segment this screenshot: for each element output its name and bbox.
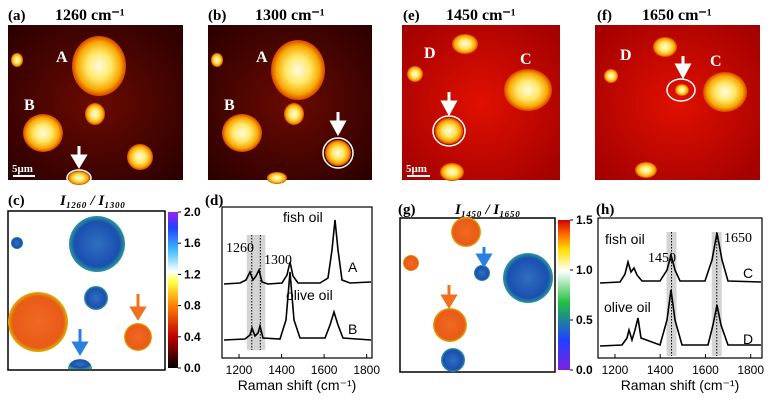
- colorbar-tick-label: 0.8: [184, 299, 201, 313]
- scale-bar: 5μm: [406, 163, 427, 175]
- colorbar-tick-label: 0.0: [576, 363, 593, 377]
- sample-label: A: [348, 259, 358, 275]
- x-tick-label: 1600: [692, 363, 719, 377]
- panel-label: (h): [596, 202, 614, 218]
- micrograph: [8, 25, 183, 187]
- peak-label: 1260: [226, 241, 254, 256]
- spectrum: [223, 219, 372, 285]
- plot-frame: [597, 217, 763, 359]
- micrograph: [595, 25, 760, 180]
- peak-bands: [246, 235, 266, 350]
- x-tick-label: 1800: [353, 363, 380, 377]
- droplet-label: B: [24, 97, 35, 114]
- sample-label: D: [743, 331, 753, 347]
- panel-title: I₁₂₆₀ / I₁₃₀₀: [59, 193, 125, 209]
- x-tick-label: 1400: [268, 363, 295, 377]
- panel-title: 1650 cm⁻¹: [642, 7, 712, 24]
- panel-label: (f): [597, 8, 612, 24]
- droplet-label: C: [520, 51, 532, 68]
- droplet-label: A: [56, 49, 68, 66]
- droplet-label: D: [620, 47, 632, 64]
- peak-label: 1650: [724, 231, 752, 246]
- colorbar-tick-label: 0.4: [184, 330, 201, 344]
- trace-name: fish oil: [283, 209, 323, 225]
- peak-band: [711, 232, 722, 356]
- x-axis-label: Raman shift (cm⁻¹): [621, 377, 740, 393]
- x-tick-label: 1200: [602, 363, 629, 377]
- colorbar-tick-label: 1.2: [184, 267, 201, 281]
- x-axis-label: Raman shift (cm⁻¹): [238, 377, 357, 393]
- panel-title: 1450 cm⁻¹: [446, 7, 516, 24]
- sample-label: B: [348, 321, 357, 337]
- x-tick-label: 1800: [737, 363, 764, 377]
- droplet-label: D: [424, 45, 436, 62]
- droplet-label: A: [256, 49, 268, 66]
- spectrum: [599, 289, 761, 347]
- droplet-label: B: [224, 97, 235, 114]
- micrograph: [402, 25, 560, 181]
- spectrum: [599, 232, 762, 284]
- colorbar-tick-label: 1.0: [576, 263, 593, 277]
- x-tick-label: 1400: [647, 363, 674, 377]
- panel-title: I₁₄₅₀ / I₁₆₅₀: [454, 202, 520, 218]
- ratio-map: [7, 210, 178, 371]
- scale-bar: 5μm: [12, 163, 33, 175]
- x-tick-label: 1200: [226, 363, 253, 377]
- colorbar-tick-label: 0.5: [576, 313, 593, 327]
- x-tick-label: 1600: [311, 363, 338, 377]
- colorbar-tick-label: 0.0: [184, 361, 201, 375]
- spectrum: [223, 271, 372, 341]
- plot-frame: [221, 206, 373, 359]
- colorbar-tick-label: 1.5: [576, 213, 593, 227]
- trace-name: fish oil: [605, 231, 645, 247]
- panel-label: (g): [398, 202, 416, 218]
- panel-label: (a): [8, 8, 26, 24]
- peak-label: 1300: [264, 253, 292, 268]
- panel-title: 1300 cm⁻¹: [255, 7, 325, 24]
- sample-label: C: [743, 265, 753, 281]
- panel-label: (e): [403, 8, 420, 24]
- trace-name: olive oil: [604, 299, 651, 315]
- ratio-map: [399, 217, 570, 373]
- panel-label: (b): [208, 8, 226, 24]
- colorbar-tick-label: 1.6: [184, 236, 201, 250]
- micrograph: [208, 25, 372, 184]
- trace-name: olive oil: [286, 287, 333, 303]
- colorbar-tick-label: 2.0: [184, 205, 201, 219]
- peak-label: 1450: [648, 251, 676, 266]
- panel-title: 1260 cm⁻¹: [55, 7, 125, 24]
- panel-label: (c): [8, 193, 25, 209]
- panel-label: (d): [205, 193, 223, 209]
- droplet-label: C: [710, 53, 722, 70]
